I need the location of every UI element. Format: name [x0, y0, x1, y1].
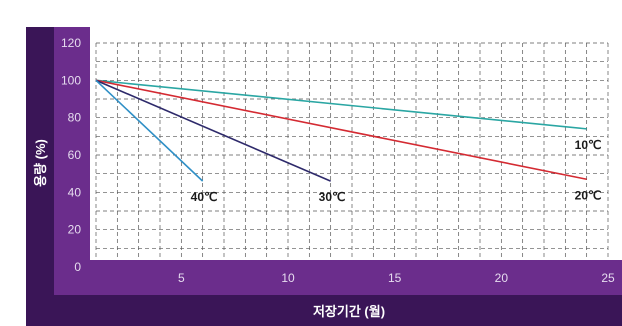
series-labels: 10℃ 20℃ 30℃ 40℃	[191, 138, 602, 204]
series-line	[95, 79, 587, 130]
x-tick-labels: 5 10 15 20 25	[178, 271, 615, 285]
series-line	[95, 79, 204, 182]
xlabel-band	[26, 295, 622, 326]
y-tick-labels: 0 20 40 60 80 100 120	[61, 36, 81, 274]
x-tick-label: 10	[281, 271, 295, 285]
series-label: 40℃	[191, 190, 218, 204]
x-axis-band	[54, 260, 622, 295]
x-tick-label: 25	[601, 271, 615, 285]
x-tick-label: 15	[388, 271, 402, 285]
series-label: 30℃	[319, 190, 346, 204]
tick-band	[54, 27, 90, 295]
y-tick-label: 0	[74, 260, 81, 274]
y-tick-label: 80	[68, 111, 82, 125]
y-tick-label: 40	[68, 185, 82, 199]
y-tick-label: 20	[68, 223, 82, 237]
series-lines	[95, 79, 587, 182]
series-line	[95, 79, 331, 182]
y-tick-label: 120	[61, 36, 81, 50]
y-tick-label: 100	[61, 73, 81, 87]
x-tick-label: 20	[495, 271, 509, 285]
y-axis-band	[26, 27, 54, 326]
plot-area	[90, 27, 622, 260]
y-axis-label: 용량 (%)	[33, 139, 48, 187]
series-label: 20℃	[575, 188, 602, 202]
x-tick-label: 5	[178, 271, 185, 285]
series-label: 10℃	[575, 138, 602, 152]
series-line	[95, 79, 587, 181]
x-axis-label: 저장기간 (월)	[313, 304, 385, 319]
grid	[95, 42, 609, 260]
y-tick-label: 60	[68, 148, 82, 162]
